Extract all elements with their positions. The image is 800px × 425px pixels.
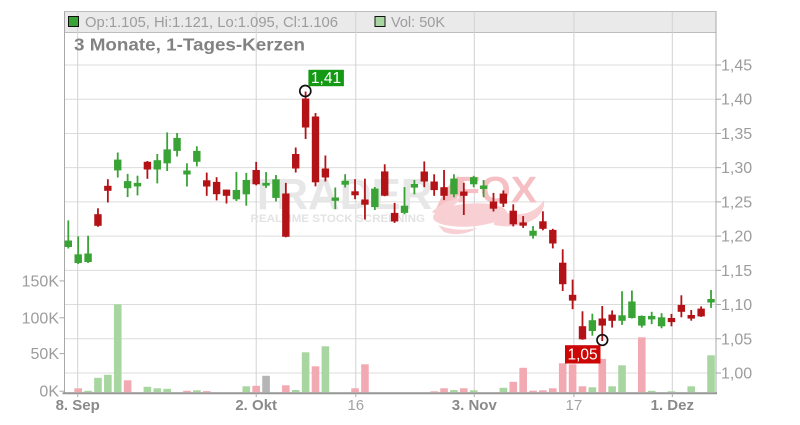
svg-text:1,00: 1,00 xyxy=(721,366,752,383)
svg-text:8. Sep: 8. Sep xyxy=(56,397,100,414)
svg-text:1,35: 1,35 xyxy=(721,126,752,143)
svg-text:16: 16 xyxy=(347,397,364,414)
svg-text:0K: 0K xyxy=(39,384,59,401)
svg-text:Vol: 50K: Vol: 50K xyxy=(391,15,445,31)
svg-text:1,25: 1,25 xyxy=(721,194,752,211)
svg-text:1,05: 1,05 xyxy=(721,331,752,348)
svg-text:REALTIME STOCK SCREENING: REALTIME STOCK SCREENING xyxy=(251,213,426,225)
svg-text:150K: 150K xyxy=(22,273,60,290)
svg-text:1,40: 1,40 xyxy=(721,92,752,109)
svg-text:1. Dez: 1. Dez xyxy=(651,397,694,414)
svg-text:1,10: 1,10 xyxy=(721,297,752,314)
svg-text:1,45: 1,45 xyxy=(721,58,752,75)
svg-text:17: 17 xyxy=(566,397,583,414)
svg-text:Op:1.105, Hi:1.121, Lo:1.095,: Op:1.105, Hi:1.121, Lo:1.095, Cl:1.106 xyxy=(85,15,338,31)
svg-text:3. Nov: 3. Nov xyxy=(452,397,498,414)
svg-text:1,15: 1,15 xyxy=(721,263,752,280)
svg-text:1,20: 1,20 xyxy=(721,229,752,246)
svg-text:1,30: 1,30 xyxy=(721,160,752,177)
svg-text:3 Monate, 1-Tages-Kerzen: 3 Monate, 1-Tages-Kerzen xyxy=(74,35,305,55)
svg-text:1,05: 1,05 xyxy=(568,347,598,364)
svg-text:50K: 50K xyxy=(31,346,60,363)
svg-text:1,41: 1,41 xyxy=(311,70,341,87)
svg-text:2. Okt: 2. Okt xyxy=(235,397,277,414)
svg-text:100K: 100K xyxy=(22,310,60,327)
